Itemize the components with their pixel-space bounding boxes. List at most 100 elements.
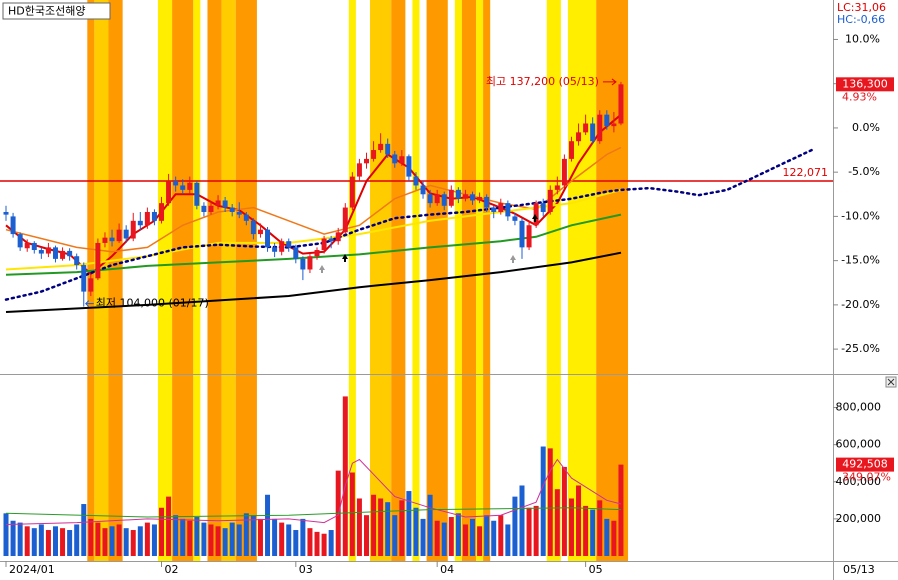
volume-bar: [434, 520, 440, 556]
volume-bar: [328, 530, 334, 556]
volume-bar: [540, 446, 546, 556]
candle-body: [378, 143, 384, 151]
volume-bar: [307, 528, 313, 556]
volume-bar: [561, 466, 567, 556]
x-tick-label: 2024/01: [9, 563, 55, 576]
title: HD한국조선해양: [8, 4, 85, 18]
volume-bar: [455, 513, 461, 556]
candle-body: [208, 205, 214, 212]
candle-body: [229, 207, 235, 212]
candle-body: [265, 229, 271, 248]
volume-bar: [215, 526, 221, 556]
candle-body: [24, 242, 30, 249]
volume-bar: [526, 507, 532, 556]
candle-body: [10, 216, 16, 235]
volume-bar: [45, 530, 51, 556]
volume-bar: [10, 520, 16, 556]
x-tick-label: 03: [299, 563, 313, 576]
volume-bar: [52, 526, 58, 556]
highlight-band: [221, 0, 236, 561]
volume-bar: [533, 505, 539, 556]
volume-tag-label: 492,508: [842, 458, 888, 471]
highlight-band: [207, 0, 222, 561]
candle-body: [519, 220, 525, 248]
volume-bar: [222, 528, 228, 556]
volume-bar: [427, 494, 433, 556]
volume-bar: [554, 489, 560, 556]
y-tick-label: -15.0%: [841, 254, 880, 267]
volume-bar: [498, 515, 504, 556]
price-tag: [836, 77, 894, 92]
ma-line: [4, 148, 814, 301]
candle-body: [116, 229, 122, 242]
candle-body: [60, 250, 66, 259]
volume-bar: [349, 472, 355, 556]
volume-bar: [491, 520, 497, 556]
candle-body: [67, 250, 73, 257]
candle-body: [420, 185, 426, 195]
volume-bar: [173, 515, 179, 556]
volume-bar: [576, 485, 582, 556]
candle-body: [477, 196, 483, 201]
candle-body: [484, 196, 490, 208]
volume-bar: [321, 533, 327, 556]
highlight-band: [172, 0, 194, 561]
candle-body: [335, 232, 341, 242]
candle-body: [166, 181, 172, 204]
y-tick-label: -5.0%: [848, 165, 880, 178]
candle-body: [328, 238, 334, 242]
candle-body: [349, 176, 355, 208]
ma-line: [5, 213, 622, 276]
volume-bar: [583, 505, 589, 556]
candle-body: [427, 194, 433, 204]
candle-body: [363, 158, 369, 164]
candle-body: [385, 143, 391, 155]
volume-ratio-label: 349.07%: [842, 471, 891, 484]
candle-body: [137, 220, 143, 226]
candle-body: [109, 237, 115, 242]
candle-body: [568, 141, 574, 159]
candle-body: [618, 84, 624, 124]
volume-bar: [604, 518, 610, 556]
highlight-band: [454, 0, 462, 561]
candle-body: [88, 278, 94, 292]
x-tick-label: 05: [589, 563, 603, 576]
candle-body: [31, 242, 37, 251]
volume-bar: [484, 515, 490, 556]
candle-body: [130, 220, 136, 239]
candle-body: [159, 203, 165, 221]
volume-bar: [470, 518, 476, 556]
volume-bar: [208, 524, 214, 556]
volume-bar: [166, 496, 172, 556]
candle-body: [81, 265, 87, 292]
volume-bar: [505, 524, 511, 556]
candle-body: [448, 189, 454, 206]
volume-bar: [130, 530, 136, 556]
volume-bar: [257, 518, 263, 556]
price-tag-label: 136,300: [842, 77, 888, 90]
volume-bar: [81, 504, 87, 556]
signal: [510, 255, 516, 263]
candle-body: [187, 182, 193, 190]
volume-bar: [590, 509, 596, 556]
volume-bar: [519, 485, 525, 556]
plot-layer: 122,071 최고 137,200 (05/13) 최저 104,000 (01/…: [0, 75, 833, 556]
highlight-band: [193, 0, 201, 561]
volume-bar: [279, 522, 285, 556]
volume-bar: [300, 518, 306, 556]
volume-bar: [286, 524, 292, 556]
volume-bar: [448, 517, 454, 556]
hc-label: HC:-0,66: [837, 13, 885, 26]
candle-body: [307, 256, 313, 270]
candle-body: [250, 220, 256, 235]
candle-body: [604, 114, 610, 127]
volume-bar: [441, 522, 447, 556]
candle-body: [526, 225, 532, 248]
volume-bar: [123, 528, 129, 556]
highlight-band: [108, 0, 123, 561]
volume-bar: [60, 528, 66, 556]
candle-body: [74, 256, 80, 266]
